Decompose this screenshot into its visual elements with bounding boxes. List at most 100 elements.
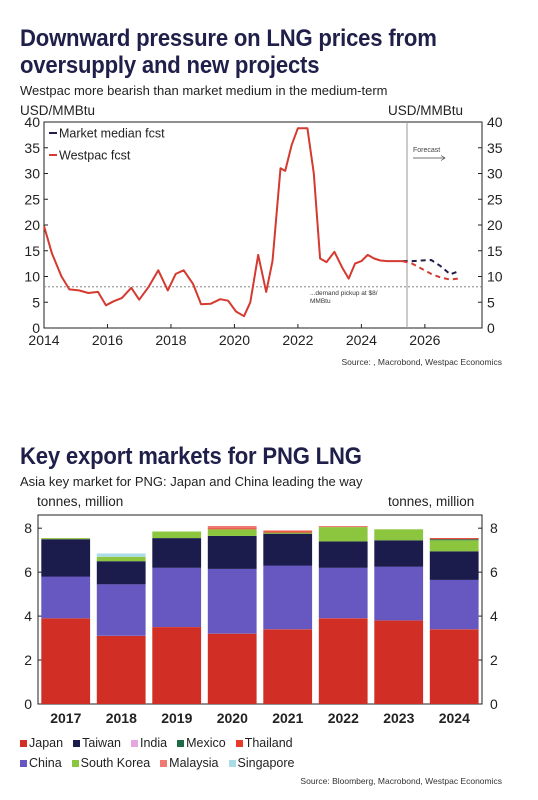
x-tick-label: 2024 [346,332,377,348]
bar-2020-china [207,568,257,634]
legend-swatch [228,759,236,767]
bar-2024-taiwan [429,551,479,580]
x-tick-label: 2026 [409,332,440,348]
chart2-source: Source: Bloomberg, Macrobond, Westpac Ec… [300,776,502,786]
legend-label: Taiwan [82,736,121,750]
bar-2018-japan [96,635,146,704]
x-tick-label: 2022 [328,710,359,726]
bar-2021-china [263,565,313,630]
legend-swatch [20,759,27,767]
y-tick-label-right: 2 [490,652,498,668]
forecast-label: Forecast [413,147,440,154]
x-tick-label: 2022 [282,332,313,348]
chart2-y-unit-left: tonnes, million [37,494,123,509]
legend-item-japan: Japan [20,736,63,750]
bar-2017-japan [41,618,91,704]
y-tick-label-left: 8 [24,520,32,536]
demand-annotation-line2: MMBtu [310,298,331,305]
legend-swatch [20,739,27,747]
y-tick-label-left: 40 [24,114,40,130]
bar-2018-south-korea [96,556,146,562]
x-tick-label: 2024 [439,710,470,726]
y-tick-label-right: 35 [487,140,503,156]
chart2-subtitle: Asia key market for PNG: Japan and China… [20,474,363,489]
y-tick-label-right: 5 [487,294,495,310]
bar-2021-malaysia [263,530,313,532]
legend-label: Thailand [244,736,293,750]
legend-label: Singapore [237,756,295,770]
x-tick-label: 2016 [92,332,123,348]
x-tick-label: 2020 [217,710,248,726]
y-tick-label-right: 6 [490,564,498,580]
bar-2021-taiwan [263,533,313,566]
legend-swatch [160,759,168,767]
bar-2022-malaysia [318,526,368,528]
legend-label: India [139,736,168,750]
legend-item-thailand: Thailand [235,736,293,750]
series-line-westpac-fcst-forecast [402,260,459,281]
legend-swatch [71,759,79,767]
legend-label: Japan [29,736,64,750]
bar-2021-japan [263,629,313,704]
legend-item-china: China [20,756,62,770]
bar-2024-mexico [429,539,479,541]
legend-swatch [73,739,81,747]
bar-2020-japan [207,633,257,704]
chart2-legend: Japan Taiwan India Mexico Thailand China Sout… [20,736,520,776]
bar-2019-south-korea [152,531,202,539]
y-tick-label-left: 6 [24,564,32,580]
bar-2022-japan [318,618,368,704]
x-tick-label: 2021 [272,710,303,726]
bar-2023-china [374,566,424,621]
bar-2017-south-korea [41,538,91,540]
legend-item-singapore: Singapore [228,756,295,770]
bar-2020-malaysia [207,526,257,529]
y-tick-label-left: 25 [24,191,40,207]
legend-swatch [235,739,243,747]
legend-label: South Korea [80,756,151,770]
x-tick-label: 2018 [155,332,186,348]
chart1-source: Source: , Macrobond, Westpac Economics [341,357,502,367]
bar-2019-china [152,567,202,627]
y-tick-label-right: 0 [490,696,498,712]
y-tick-label-left: 15 [24,243,40,259]
chart2-plot-frame [37,514,483,705]
x-tick-label: 2017 [50,710,81,726]
chart1-y-unit-left: USD/MMBtu [20,103,95,118]
chart2-svg: tonnes, million tonnes, million 0 0 2 2 4 4 6 6… [24,494,498,726]
forecast-arrow [413,155,446,161]
bar-2024-japan [429,629,479,704]
bar-2018-singapore [96,553,146,557]
bar-2018-china [96,584,146,636]
x-tick-label: 2019 [161,710,192,726]
y-tick-label-left: 20 [24,217,40,233]
y-tick-label-left: 5 [32,294,40,310]
x-tick-label: 2014 [28,332,59,348]
chart2-y-unit-right: tonnes, million [388,494,474,509]
legend-label: China [29,756,62,770]
bar-2024-south-korea [429,540,479,552]
bar-2017-taiwan [41,539,91,577]
demand-annotation-line1: ...demand pickup at $8/ [310,290,378,297]
bar-2023-taiwan [374,540,424,567]
chart2-title: Key export markets for PNG LNG [20,443,362,470]
bar-2023-south-korea [374,529,424,541]
y-tick-label-left: 0 [24,696,32,712]
legend-label: Mexico [186,736,226,750]
bar-2020-south-korea [207,529,257,536]
chart1-y-unit-right: USD/MMBtu [388,103,463,118]
bar-2024-thailand [429,538,479,540]
bar-2022-taiwan [318,541,368,568]
legend-label: Malaysia [169,756,219,770]
legend-row-2: China South Korea Malaysia Singapore [20,756,520,770]
legend-swatch [177,739,185,747]
y-tick-label-right: 40 [487,114,503,130]
y-tick-label-right: 10 [487,269,503,285]
legend-westpac-label: Westpac fcst [59,149,131,163]
chart1-subtitle: Westpac more bearish than market medium … [20,83,388,98]
bar-2023-japan [374,620,424,704]
legend-swatch [130,739,138,747]
y-tick-label-left: 0 [32,320,40,336]
legend-item-taiwan: Taiwan [73,736,121,750]
